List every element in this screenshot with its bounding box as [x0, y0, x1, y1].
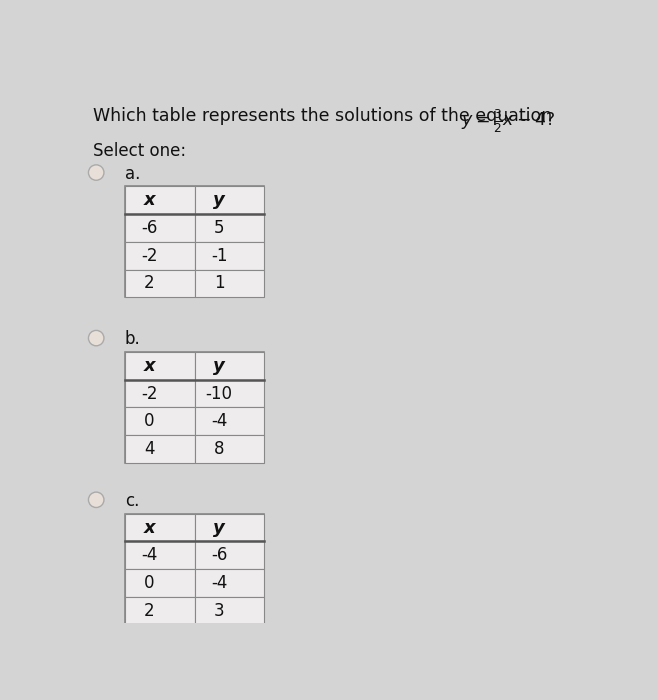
Bar — [125, 242, 195, 270]
Text: Which table represents the solutions of the equation: Which table represents the solutions of … — [93, 107, 558, 125]
Bar — [195, 352, 265, 379]
Bar — [125, 214, 195, 242]
Bar — [195, 186, 265, 214]
Text: -2: -2 — [141, 246, 157, 265]
Bar — [195, 569, 265, 597]
Text: y: y — [213, 519, 225, 536]
Text: -2: -2 — [141, 384, 157, 402]
Text: 0: 0 — [144, 412, 155, 430]
Text: b.: b. — [125, 330, 141, 349]
Bar — [125, 379, 195, 407]
Circle shape — [88, 164, 104, 180]
Bar — [125, 186, 195, 214]
Text: $y = \frac{3}{2}x - 4$?: $y = \frac{3}{2}x - 4$? — [461, 107, 556, 134]
Bar — [125, 541, 195, 569]
Bar — [125, 352, 195, 379]
Circle shape — [88, 330, 104, 346]
Circle shape — [88, 492, 104, 508]
Text: -6: -6 — [211, 546, 227, 564]
Text: 2: 2 — [144, 602, 155, 620]
Bar — [195, 214, 265, 242]
Bar — [125, 186, 265, 298]
Text: Select one:: Select one: — [93, 141, 186, 160]
Text: 1: 1 — [214, 274, 224, 293]
Text: x: x — [143, 191, 155, 209]
Text: 2: 2 — [144, 274, 155, 293]
Text: 5: 5 — [214, 219, 224, 237]
Bar — [125, 270, 195, 298]
Bar — [125, 569, 195, 597]
Bar — [195, 242, 265, 270]
Bar — [125, 407, 195, 435]
Bar — [195, 597, 265, 624]
Text: x: x — [143, 357, 155, 374]
Text: y: y — [213, 191, 225, 209]
Text: -4: -4 — [141, 546, 157, 564]
Text: -6: -6 — [141, 219, 157, 237]
Bar — [195, 379, 265, 407]
Text: x: x — [143, 519, 155, 536]
Bar — [125, 435, 195, 463]
Text: a.: a. — [125, 165, 140, 183]
Text: 4: 4 — [144, 440, 155, 458]
Bar — [195, 514, 265, 541]
Bar — [195, 407, 265, 435]
Text: -4: -4 — [211, 412, 227, 430]
Bar — [125, 352, 265, 463]
Bar — [195, 435, 265, 463]
Text: -4: -4 — [211, 574, 227, 592]
Text: y: y — [213, 357, 225, 374]
Text: c.: c. — [125, 492, 139, 510]
Text: 0: 0 — [144, 574, 155, 592]
Text: 3: 3 — [214, 602, 224, 620]
Text: 8: 8 — [214, 440, 224, 458]
Bar — [125, 514, 265, 624]
Bar — [195, 270, 265, 298]
Text: -1: -1 — [211, 246, 227, 265]
Bar — [125, 514, 195, 541]
Text: -10: -10 — [205, 384, 232, 402]
Bar — [195, 541, 265, 569]
Bar — [125, 597, 195, 624]
